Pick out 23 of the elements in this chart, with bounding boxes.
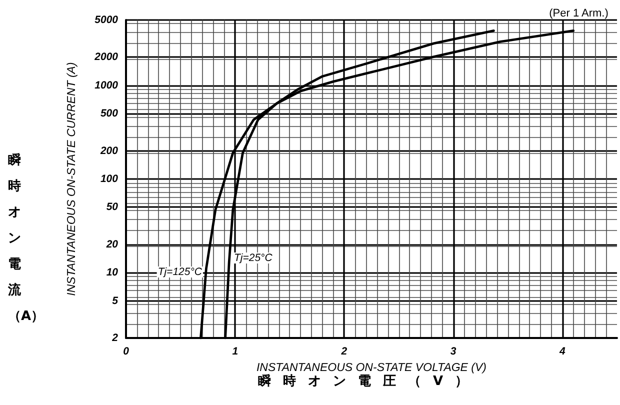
x-tick-label: 0 (123, 346, 130, 358)
y-tick-label: 200 (99, 144, 118, 157)
y-tick-label: 10 (106, 266, 118, 279)
y-tick-label: 2 (111, 332, 118, 344)
y-tick-label: 5 (112, 294, 118, 307)
y-tick-label: 500 (100, 108, 118, 120)
y-tick-label: 50 (106, 201, 118, 214)
x-tick-label: 4 (558, 346, 566, 358)
x-axis-title: INSTANTANEOUS ON-STATE VOLTAGE (V) (256, 362, 487, 374)
series-label: Tj=125°C (158, 266, 202, 278)
y-tick-label: 100 (100, 173, 118, 185)
y-tick-label: 1000 (94, 79, 118, 92)
x-tick-label: 3 (450, 346, 456, 358)
text: 瞬時オン電流（A） (8, 152, 44, 326)
x-tick-label: 1 (232, 346, 238, 358)
y-tick-label: 2000 (94, 51, 118, 64)
x-tick-label: 2 (340, 346, 348, 358)
y-tick-label: 20 (105, 238, 118, 250)
series-label: Tj=25°C (234, 252, 273, 264)
y-axis-title: INSTANTANEOUS ON-STATE CURRENT (A) (66, 62, 78, 296)
chart-title: (Per 1 Arm.) (549, 8, 608, 20)
text: 瞬時オン電圧（V） (258, 374, 480, 390)
y-tick-label: 5000 (94, 14, 118, 26)
